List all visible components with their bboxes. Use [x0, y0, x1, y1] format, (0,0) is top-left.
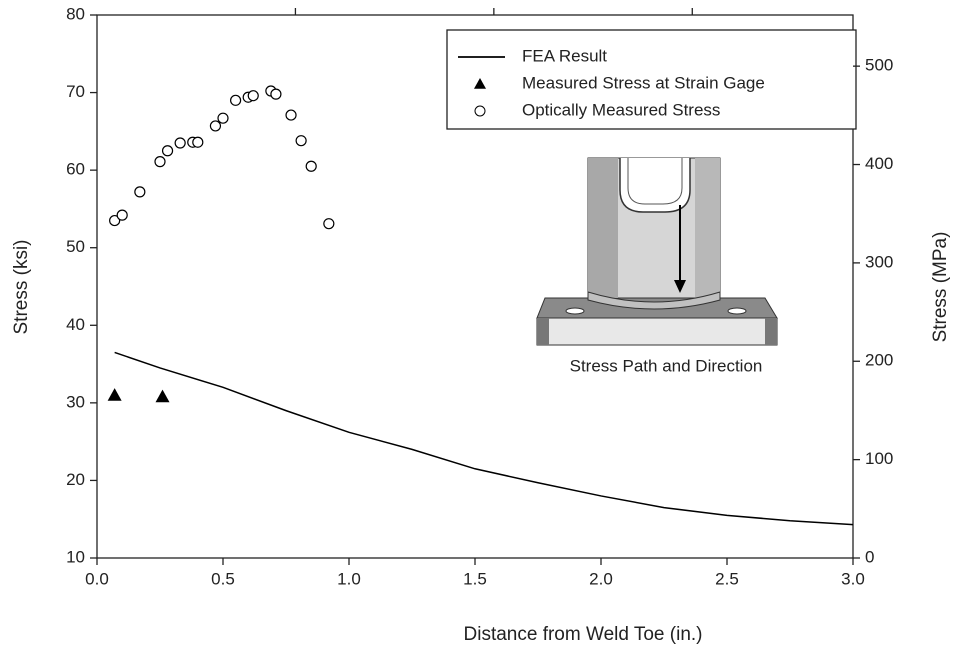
y-axis-label: Stress (ksi) — [11, 240, 32, 335]
inset-schematic — [536, 157, 778, 346]
circle-point — [134, 186, 146, 198]
annotation: Stress Path and Direction — [570, 356, 763, 375]
y-tick-label: 50 — [66, 237, 85, 256]
y2-tick-label: 0 — [865, 547, 874, 566]
x-tick-label: 1.5 — [463, 569, 487, 588]
legend-label: Measured Stress at Strain Gage — [522, 73, 765, 92]
circle-point — [209, 120, 222, 132]
circle-point — [161, 145, 174, 157]
y2-axis-label: Stress (MPa) — [930, 232, 951, 343]
triangle-point — [107, 388, 122, 401]
circle-point — [230, 94, 242, 106]
circle-point — [247, 90, 259, 102]
circle-point — [192, 136, 204, 148]
circle-point — [154, 156, 166, 168]
y-tick-label: 10 — [66, 547, 85, 566]
x-tick-label: 0.5 — [211, 569, 235, 588]
y-tick-label: 60 — [66, 160, 85, 179]
circle-point — [270, 88, 282, 100]
x-tick-label: 1.0 — [337, 569, 361, 588]
x-axis-label: Distance from Weld Toe (in.) — [464, 624, 703, 645]
y2-tick-label: 100 — [865, 449, 893, 468]
y2-tick-label: 400 — [865, 154, 893, 173]
circle-point — [217, 112, 229, 124]
fea-line — [114, 351, 854, 526]
legend — [446, 29, 857, 130]
y2-tick-label: 200 — [865, 351, 893, 370]
triangle-point — [155, 389, 170, 403]
x-tick-label: 2.5 — [715, 569, 739, 588]
y2-tick-label: 300 — [865, 252, 893, 271]
circle-point — [285, 109, 297, 121]
x-tick-label: 2.0 — [589, 569, 613, 588]
y-tick-label: 20 — [66, 470, 85, 489]
circle-point — [109, 214, 121, 227]
circle-point — [323, 218, 335, 230]
legend-symbol — [474, 105, 486, 117]
y2-tick-label: 500 — [865, 56, 893, 75]
x-tick-label: 0.0 — [85, 569, 109, 588]
legend-label: Optically Measured Stress — [522, 100, 720, 119]
y-tick-label: 30 — [66, 392, 85, 411]
y-tick-label: 40 — [66, 315, 85, 334]
legend-symbol — [474, 78, 486, 89]
circle-point — [305, 160, 317, 172]
circle-point — [174, 137, 186, 149]
x-tick-label: 3.0 — [841, 569, 865, 588]
legend-label: FEA Result — [522, 46, 607, 65]
circle-point — [116, 209, 128, 221]
circle-point — [295, 135, 307, 147]
y-tick-label: 80 — [66, 4, 85, 23]
y-tick-label: 70 — [66, 82, 85, 101]
